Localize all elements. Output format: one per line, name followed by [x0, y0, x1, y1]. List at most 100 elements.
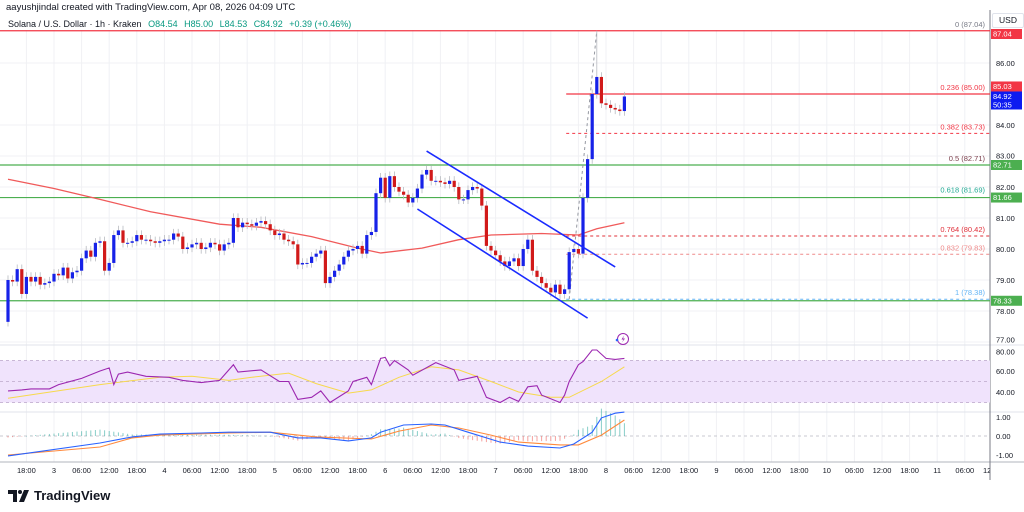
candle [98, 236, 102, 248]
candle-body [622, 96, 626, 112]
candle [369, 227, 373, 240]
macd-histogram-bar [269, 436, 271, 437]
candle-body [507, 261, 511, 267]
candle [475, 182, 479, 194]
macd-histogram-bar [412, 429, 414, 436]
candle [622, 91, 626, 116]
price-tick-label: 86.00 [996, 59, 1015, 68]
macd-histogram-bar [260, 435, 262, 437]
candle [590, 89, 594, 164]
candle-body [498, 255, 502, 262]
candle [121, 225, 125, 248]
candle [300, 258, 304, 270]
candle-body [181, 236, 185, 249]
fib-level-label: 0.5 (82.71) [949, 154, 986, 163]
candle [388, 171, 392, 203]
candle-body [374, 193, 378, 232]
candle [480, 183, 484, 211]
candle [190, 239, 194, 253]
time-label: 12:00 [983, 466, 1002, 475]
candle-body [512, 258, 516, 262]
time-label: 06:00 [72, 466, 91, 475]
candle-body [471, 187, 475, 191]
candle [576, 244, 580, 259]
candle [498, 250, 502, 267]
macd-histogram-bar [596, 416, 598, 436]
candle [135, 230, 139, 246]
candle [392, 171, 396, 192]
macd-histogram-bar [573, 434, 575, 436]
macd-histogram-bar [90, 430, 92, 436]
price-tick-label: 77.00 [996, 336, 1015, 345]
candle [222, 239, 226, 256]
macd-histogram-bar [232, 434, 234, 436]
candle-body [218, 244, 222, 251]
price-tag-bg [991, 81, 1022, 92]
macd-histogram-bar [564, 436, 566, 439]
candle-body [103, 241, 107, 271]
time-label: 5 [273, 466, 277, 475]
candle-body [38, 276, 42, 285]
candle-body [558, 284, 562, 294]
time-label: 06:00 [845, 466, 864, 475]
candle [466, 185, 470, 205]
macd-histogram-bar [531, 436, 533, 442]
macd-histogram-bar [426, 433, 428, 436]
channel-upper-line[interactable] [426, 150, 616, 268]
macd-histogram-bar [559, 436, 561, 441]
tradingview-logo[interactable]: TradingView [8, 488, 110, 503]
macd-histogram-bar [527, 436, 529, 442]
candle [415, 183, 419, 203]
candle-body [484, 205, 488, 246]
candle [282, 228, 286, 245]
candle-body [572, 249, 576, 253]
candle-body [208, 242, 212, 248]
symbol-legend: Solana / U.S. Dollar · 1h · Kraken O84.5… [8, 19, 351, 29]
chart-canvas[interactable]: 0 (87.04) 0.236 (85.00) 0.382 (83.73) 0.5 (… [0, 0, 1024, 480]
macd-histogram-bar [504, 436, 506, 443]
symbol-name[interactable]: Solana / U.S. Dollar · 1h · Kraken [8, 19, 142, 29]
candle-body [530, 239, 534, 271]
ohlc-change: +0.39 (+0.46%) [289, 19, 352, 29]
currency-button[interactable]: USD [992, 13, 1024, 28]
horizontal-lines[interactable] [0, 30, 990, 302]
macd-histogram-bar [366, 435, 368, 436]
candle-body [346, 250, 350, 257]
candle-body [199, 242, 203, 249]
candle-body [135, 235, 139, 242]
macd-histogram-bar [131, 434, 133, 436]
candle-body [139, 235, 143, 240]
macd-histogram-bar [186, 434, 188, 436]
macd-histogram-bar [499, 436, 501, 444]
price-tag-bg [991, 29, 1022, 39]
candle [47, 276, 51, 288]
time-label: 7 [494, 466, 498, 475]
channel-lower-line[interactable] [416, 208, 589, 319]
candle-body [599, 76, 603, 104]
candle-body [406, 194, 410, 203]
candle [20, 264, 24, 299]
descending-channel[interactable] [416, 150, 616, 319]
candle [563, 284, 567, 299]
candle [52, 269, 56, 287]
candle-body [29, 276, 33, 282]
fib-level-label: 0.236 (85.00) [940, 83, 985, 92]
candle-body [480, 188, 484, 206]
candle-body [457, 187, 461, 200]
candle-body [158, 241, 162, 243]
candle-body [264, 221, 268, 225]
candle-body [342, 256, 346, 265]
macd-histogram-bar [44, 434, 46, 436]
fib-retracement[interactable]: 0 (87.04) 0.236 (85.00) 0.382 (83.73) 0.5 (… [566, 20, 990, 300]
candle [66, 262, 70, 284]
alert-icon[interactable] [615, 333, 629, 345]
rsi-tick-label: 60.00 [996, 367, 1015, 376]
candle-body [379, 177, 383, 194]
candle-body [452, 180, 456, 187]
rsi-ma-line [7, 366, 625, 399]
candle-body [195, 242, 199, 245]
candle-body [420, 174, 424, 189]
price-tag-bg [991, 192, 1022, 203]
candle [540, 272, 544, 288]
time-label: 10 [823, 466, 831, 475]
